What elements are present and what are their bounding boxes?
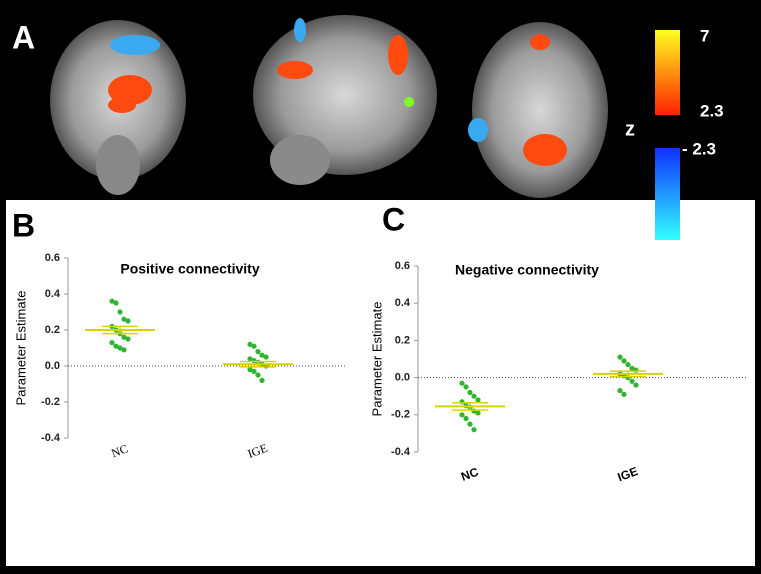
data-point bbox=[263, 354, 269, 360]
data-point bbox=[459, 399, 465, 405]
data-point bbox=[475, 410, 481, 416]
data-point bbox=[259, 377, 265, 383]
data-point bbox=[459, 380, 465, 386]
axial-slice bbox=[472, 22, 608, 198]
chart-title: Positive connectivity bbox=[120, 261, 259, 277]
red-blob bbox=[277, 61, 313, 79]
colorbar-label: - 7 bbox=[682, 227, 702, 246]
colorbar-label: 7 bbox=[700, 26, 709, 45]
data-point bbox=[467, 421, 473, 427]
data-point bbox=[251, 368, 257, 374]
data-point bbox=[113, 343, 119, 349]
data-point bbox=[621, 391, 627, 397]
y-axis-label: Parameter Estimate bbox=[13, 291, 28, 406]
chart-title: Negative connectivity bbox=[455, 262, 599, 278]
data-point bbox=[617, 354, 623, 360]
cerebellum bbox=[270, 135, 330, 185]
y-tick-label: -0.2 bbox=[391, 409, 410, 421]
data-point bbox=[629, 378, 635, 384]
panel-label: B bbox=[12, 207, 35, 243]
data-point bbox=[121, 347, 127, 353]
brainstem bbox=[96, 135, 140, 195]
data-point bbox=[471, 427, 477, 433]
data-point bbox=[125, 318, 131, 324]
data-point bbox=[463, 384, 469, 390]
data-point bbox=[467, 389, 473, 396]
seed bbox=[404, 97, 414, 107]
x-tick-label: NC bbox=[109, 441, 129, 460]
data-point bbox=[259, 352, 265, 358]
blue-blob bbox=[294, 18, 306, 42]
x-tick-label: IGE bbox=[616, 464, 640, 484]
data-point bbox=[459, 412, 465, 418]
colorbar-axis-label: z bbox=[625, 118, 635, 140]
blue-blob bbox=[110, 35, 160, 55]
colorbar-label: 2.3 bbox=[700, 101, 724, 120]
data-point bbox=[117, 309, 123, 315]
red-blob bbox=[523, 134, 567, 166]
data-point bbox=[463, 415, 469, 422]
data-point bbox=[121, 334, 127, 340]
colorbar-warm bbox=[655, 30, 680, 115]
y-axis-label: Parameter Estimate bbox=[369, 302, 384, 417]
data-point bbox=[255, 349, 261, 355]
panel-label: A bbox=[12, 19, 35, 55]
data-point bbox=[121, 316, 127, 322]
data-point bbox=[629, 365, 635, 371]
data-point bbox=[109, 340, 115, 346]
y-tick-label: 0.4 bbox=[395, 297, 411, 309]
data-point bbox=[617, 388, 623, 394]
data-point bbox=[625, 361, 631, 368]
y-tick-label: 0.6 bbox=[395, 260, 410, 272]
y-tick-label: 0.2 bbox=[395, 334, 410, 346]
data-point bbox=[633, 382, 639, 388]
data-point bbox=[633, 367, 639, 373]
data-point bbox=[471, 393, 477, 399]
data-point bbox=[113, 300, 119, 306]
y-tick-label: 0.0 bbox=[395, 372, 410, 384]
x-tick-label: IGE bbox=[246, 441, 270, 461]
colorbar-cool bbox=[655, 148, 680, 240]
data-point bbox=[125, 336, 131, 342]
data-point bbox=[475, 397, 481, 403]
data-point bbox=[621, 358, 627, 364]
data-point bbox=[247, 367, 253, 373]
red-blob bbox=[388, 35, 408, 75]
data-point bbox=[247, 341, 253, 347]
data-point bbox=[109, 298, 115, 304]
y-tick-label: -0.4 bbox=[41, 432, 61, 444]
y-tick-label: 0.6 bbox=[45, 252, 60, 264]
data-point bbox=[251, 343, 257, 349]
data-point bbox=[247, 356, 253, 362]
y-tick-label: -0.2 bbox=[41, 396, 60, 408]
blue-blob bbox=[468, 118, 488, 142]
data-point bbox=[117, 345, 123, 351]
data-point bbox=[255, 372, 261, 378]
brain-images bbox=[50, 15, 608, 198]
panel-label: C bbox=[382, 201, 405, 237]
colorbar-label: - 2.3 bbox=[682, 139, 716, 158]
y-tick-label: 0.2 bbox=[45, 324, 60, 336]
x-tick-label: NC bbox=[459, 465, 480, 484]
red-blob bbox=[108, 97, 136, 113]
y-tick-label: 0.4 bbox=[45, 288, 61, 300]
y-tick-label: 0.0 bbox=[45, 360, 60, 372]
y-tick-label: -0.4 bbox=[391, 446, 411, 458]
red-blob bbox=[530, 34, 550, 50]
